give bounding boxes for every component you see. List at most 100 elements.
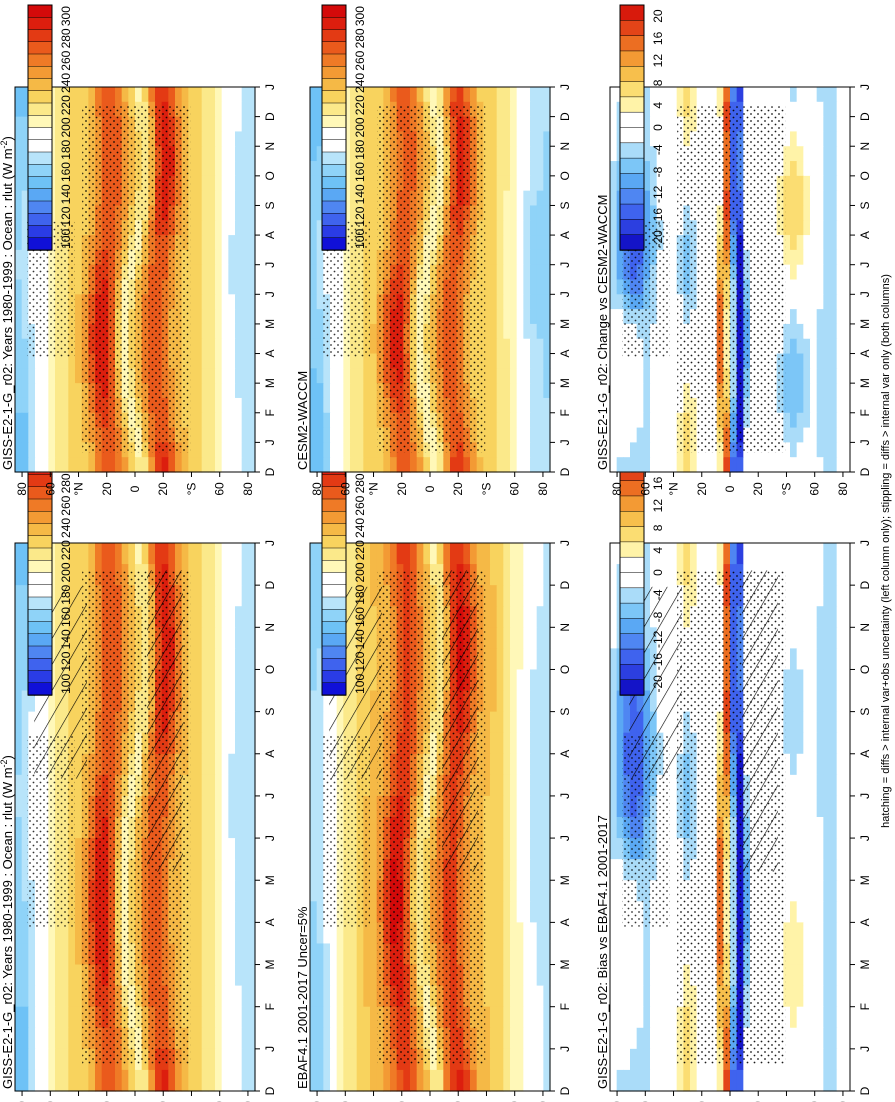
heat-cell — [836, 585, 844, 607]
heat-cell — [28, 943, 36, 966]
heat-cell — [623, 985, 631, 1008]
heat-cell — [490, 205, 498, 221]
heat-cell — [15, 264, 23, 281]
heat-cell — [816, 922, 824, 945]
heat-cell — [610, 669, 618, 692]
heat-cell — [510, 943, 518, 966]
heat-cell — [310, 901, 318, 923]
title-superscript: -2 — [0, 140, 9, 148]
heat-cell — [796, 690, 804, 713]
heat-cell — [21, 943, 29, 966]
heat-cell — [663, 943, 671, 966]
heat-cell — [350, 543, 358, 565]
heat-cell — [41, 1006, 49, 1029]
heat-cell — [195, 412, 203, 429]
heat-cell — [35, 383, 43, 399]
heat-cell — [543, 353, 551, 369]
heat-cell — [803, 753, 811, 776]
heat-cell — [221, 383, 229, 399]
heat-cell — [228, 383, 236, 399]
heat-cell — [516, 985, 524, 1008]
heat-cell — [516, 1006, 524, 1029]
heat-cell — [215, 964, 223, 987]
heat-cell — [543, 190, 551, 207]
heat-cell — [88, 87, 96, 103]
heat-cell — [115, 87, 123, 103]
heat-cell — [536, 753, 544, 776]
heat-cell — [803, 859, 811, 881]
heat-cell — [830, 1027, 838, 1050]
heat-cell — [241, 220, 249, 236]
heat-cell — [68, 116, 76, 133]
heat-cell — [208, 220, 216, 236]
heat-cell — [783, 564, 791, 586]
heat-cell — [168, 457, 176, 473]
heat-cell — [215, 279, 223, 295]
heat-cell — [523, 1069, 531, 1092]
heat-cell — [510, 397, 518, 414]
heat-cell — [490, 669, 498, 692]
heat-cell — [690, 543, 698, 565]
heat-cell — [610, 732, 618, 755]
heat-cell — [241, 753, 249, 776]
heat-cell — [241, 279, 249, 295]
heat-cell — [543, 383, 551, 399]
heat-cell — [350, 985, 358, 1008]
heat-cell — [436, 543, 444, 565]
heat-cell — [516, 427, 524, 443]
heat-cell — [215, 859, 223, 881]
heat-cell — [228, 648, 236, 671]
heat-cell — [396, 543, 404, 565]
heat-cell — [68, 131, 76, 147]
month-tick-label: M — [263, 378, 277, 388]
heat-cell — [21, 627, 29, 649]
heat-cell — [310, 943, 318, 966]
heat-cell — [61, 383, 69, 399]
heat-cell — [483, 564, 491, 586]
lat-tick-label: 20 — [100, 482, 114, 496]
heat-cell — [516, 753, 524, 776]
heat-cell — [188, 564, 196, 586]
heat-cell — [228, 279, 236, 295]
heat-cell — [21, 564, 29, 586]
heat-cell — [41, 353, 49, 369]
heat-cell — [330, 1048, 338, 1071]
heat-cell — [201, 383, 209, 399]
heat-cell — [221, 1048, 229, 1071]
heat-cell — [350, 412, 358, 429]
heat-cell — [48, 985, 56, 1008]
heat-cell — [523, 606, 531, 628]
heat-cell — [610, 817, 618, 839]
heat-cell — [696, 1069, 704, 1092]
heat-cell — [41, 943, 49, 966]
heat-cell — [516, 235, 524, 251]
month-tick-label: F — [858, 1003, 872, 1010]
heat-cell — [803, 880, 811, 902]
heat-cell — [75, 279, 83, 295]
heat-cell — [310, 131, 318, 147]
heat-cell — [430, 543, 438, 565]
heat-cell — [796, 859, 804, 881]
heat-cell — [516, 264, 524, 281]
heat-cell — [830, 648, 838, 671]
heat-cell — [496, 190, 504, 207]
heat-cell — [108, 457, 116, 473]
heat-cell — [796, 838, 804, 860]
heat-cell — [490, 309, 498, 325]
heat-cell — [536, 294, 544, 310]
colorbar-swatch — [27, 682, 53, 696]
heat-cell — [823, 795, 831, 818]
heat-cell — [656, 564, 664, 586]
heat-cell — [75, 397, 83, 414]
heat-cell — [188, 1048, 196, 1071]
heat-cell — [15, 564, 23, 586]
heat-cell — [823, 711, 831, 734]
heat-cell — [201, 922, 209, 945]
heat-cell — [15, 116, 23, 133]
heat-cell — [235, 795, 243, 818]
heat-cell — [830, 795, 838, 818]
lat-tick-label: 80 — [241, 482, 255, 496]
heat-cell — [836, 543, 844, 565]
heat-cell — [336, 397, 344, 414]
